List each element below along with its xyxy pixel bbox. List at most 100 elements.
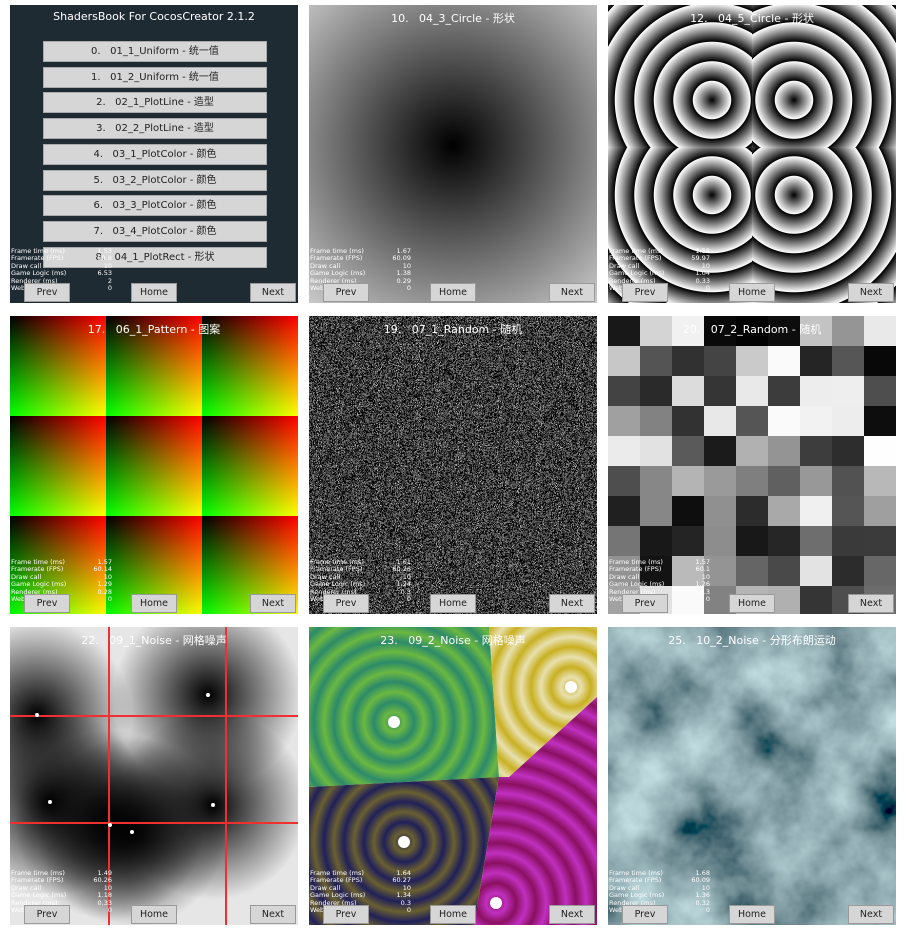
stat-value: 1.36	[695, 891, 710, 900]
menu-button[interactable]: 7. 03_4_PlotColor - 颜色	[43, 220, 267, 242]
nav-button[interactable]: Next	[549, 283, 595, 302]
nav-button[interactable]: Home	[131, 905, 177, 924]
random-block	[704, 316, 736, 346]
menu-button[interactable]: 1. 01_2_Uniform - 统一值	[43, 66, 267, 88]
stat-value: 0	[107, 595, 112, 603]
shader-panel: 22. 09_1_Noise - 网格噪声 Frame time (ms) 1.49…	[10, 627, 298, 925]
random-block	[704, 556, 736, 586]
menu-button[interactable]: 4. 03_1_PlotColor - 颜色	[43, 143, 267, 165]
grid-line	[10, 715, 298, 717]
random-block	[704, 526, 736, 556]
nav-button[interactable]: Prev	[24, 905, 70, 924]
random-block	[768, 316, 800, 346]
nav-button[interactable]: Prev	[24, 283, 70, 302]
stat-value: 10	[402, 883, 411, 892]
shader-panel: 17. 06_1_Pattern - 图案 Frame time (ms) 1.57…	[10, 316, 298, 614]
stat-value: 1.61	[396, 558, 411, 566]
stat-value: 1.57	[97, 558, 112, 566]
panel-title: ShadersBook For CocosCreator 2.1.2	[53, 10, 255, 23]
panel-title: 20. 07_2_Random - 随机	[682, 323, 822, 336]
menu-button[interactable]: 8. 04_1_PlotRect - 形状	[43, 246, 267, 268]
random-block	[768, 496, 800, 526]
shader-output	[608, 5, 896, 303]
random-block	[864, 526, 896, 556]
random-block	[704, 406, 736, 436]
menu-button[interactable]: 0. 01_1_Uniform - 统一值	[43, 41, 267, 62]
stat-value: 1.24	[396, 580, 411, 589]
stat-label: Framerate (FPS)	[310, 254, 363, 263]
nav-button[interactable]: Next	[549, 594, 595, 613]
nav-button[interactable]: Prev	[622, 283, 668, 302]
nav-button[interactable]: Next	[250, 283, 296, 302]
random-block	[640, 556, 672, 586]
stat-label: WebGL	[609, 284, 632, 292]
random-block	[672, 316, 704, 346]
stat-value: 60.14	[93, 565, 112, 574]
nav-button[interactable]: Next	[250, 905, 296, 924]
menu-button[interactable]: 2. 02_1_PlotLine - 造型	[43, 92, 267, 114]
nav-button[interactable]: Home	[430, 905, 476, 924]
nav-button[interactable]: Next	[848, 283, 894, 302]
random-block	[736, 376, 768, 406]
panel-title: 19. 07_1_Random - 随机	[383, 323, 523, 336]
panel-title: 10. 04_3_Circle - 形状	[391, 12, 515, 25]
random-block	[768, 436, 800, 466]
menu-button[interactable]: 6. 03_3_PlotColor - 颜色	[43, 195, 267, 217]
nav-button[interactable]: Prev	[323, 283, 369, 302]
cell-center	[388, 716, 400, 728]
menu-button[interactable]: 3. 02_2_PlotLine - 造型	[43, 118, 267, 140]
shader-panel: 20. 07_2_Random - 随机 Frame time (ms) 1.57 F…	[608, 316, 896, 614]
shader-panel: 23. 09_2_Noise - 网格噪声 Frame time (ms) 1.64…	[309, 627, 597, 925]
stat-value: 0	[705, 595, 710, 603]
feature-point	[108, 823, 112, 827]
stat-label: Game Logic (ms)	[11, 891, 67, 900]
nav-button[interactable]: Home	[430, 283, 476, 302]
stat-label: Draw call	[310, 572, 341, 581]
nav-button[interactable]: Prev	[24, 594, 70, 613]
random-block	[608, 406, 640, 436]
random-block	[672, 436, 704, 466]
stat-label: Game Logic (ms)	[11, 269, 67, 278]
shader-output	[309, 5, 597, 303]
random-block	[832, 346, 864, 376]
feature-point	[211, 803, 215, 807]
nav-button[interactable]: Next	[848, 594, 894, 613]
shader-output	[608, 627, 896, 925]
random-block	[864, 466, 896, 496]
feature-point	[206, 693, 210, 697]
stat-value: 59.8	[97, 254, 112, 263]
stat-label: WebGL	[310, 906, 333, 914]
nav-button[interactable]: Home	[729, 905, 775, 924]
menu-button[interactable]: 5. 03_2_PlotColor - 颜色	[43, 169, 267, 191]
nav-button[interactable]: Next	[848, 905, 894, 924]
random-block	[864, 406, 896, 436]
stat-label: Framerate (FPS)	[310, 876, 363, 885]
random-block	[864, 496, 896, 526]
nav-button[interactable]: Home	[131, 594, 177, 613]
random-block	[768, 526, 800, 556]
stat-value: 0	[107, 906, 112, 914]
random-block	[736, 526, 768, 556]
nav-button[interactable]: Next	[549, 905, 595, 924]
stat-value: 1.38	[396, 269, 411, 278]
random-block	[608, 436, 640, 466]
stat-label: Draw call	[609, 261, 640, 270]
nav-button[interactable]: Prev	[622, 594, 668, 613]
ring-quadrant	[608, 5, 752, 148]
shader-panel: 19. 07_1_Random - 随机 Frame time (ms) 1.61 F…	[309, 316, 597, 614]
nav-button[interactable]: Prev	[323, 594, 369, 613]
nav-button[interactable]: Prev	[622, 905, 668, 924]
stat-value: 60.26	[392, 565, 411, 574]
nav-button[interactable]: Home	[729, 594, 775, 613]
stat-label: Framerate (FPS)	[310, 565, 363, 574]
random-block	[832, 376, 864, 406]
nav-button[interactable]: Home	[131, 283, 177, 302]
random-block	[704, 376, 736, 406]
stat-value: 60.09	[392, 254, 411, 263]
nav-button[interactable]: Home	[430, 594, 476, 613]
nav-button[interactable]: Prev	[323, 905, 369, 924]
stat-value: 10	[103, 261, 112, 270]
nav-button[interactable]: Next	[250, 594, 296, 613]
nav-button[interactable]: Home	[729, 283, 775, 302]
stat-label: Draw call	[609, 883, 640, 892]
